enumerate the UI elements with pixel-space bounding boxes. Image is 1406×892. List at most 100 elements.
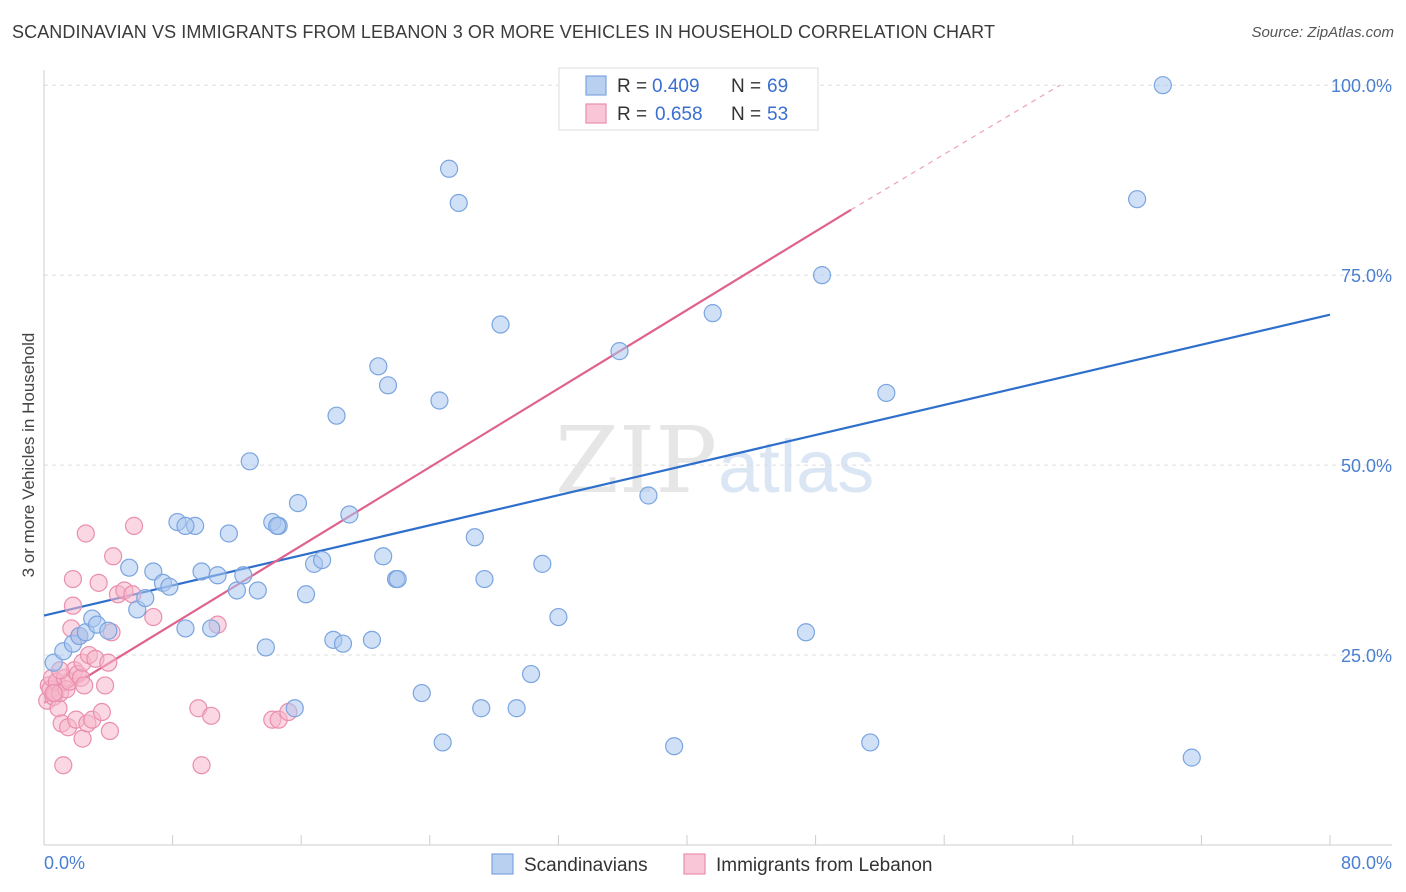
watermark: ZIP atlas — [555, 407, 874, 514]
scandinavian-point — [240, 452, 259, 471]
lebanon-point — [124, 516, 144, 535]
y-tick-label: 75.0% — [1341, 266, 1392, 286]
scandinavian-point — [176, 516, 195, 535]
scandinavian-point — [703, 304, 722, 323]
scandinavian-point — [378, 376, 398, 395]
lebanon-point — [76, 524, 95, 543]
scandinavian-point — [639, 486, 658, 505]
scandinavian-point — [388, 569, 407, 589]
y-tick-label: 50.0% — [1341, 456, 1392, 476]
scandinavian-point — [362, 630, 382, 649]
scandinavian-point — [475, 569, 494, 589]
scandinavian-point — [374, 547, 393, 566]
lebanon-point — [144, 607, 163, 627]
x-tick-label-min: 0.0% — [44, 853, 85, 873]
scandinavian-point — [192, 562, 211, 581]
lebanon-point — [89, 573, 108, 592]
scandinavian-point — [610, 342, 629, 361]
legend-n-label-1: N = — [731, 76, 761, 97]
scandinavian-point — [120, 558, 139, 577]
series-legend: Scandinavians Immigrants from Lebanon — [491, 853, 933, 876]
legend-r-value-2: 0.658 — [655, 104, 703, 125]
scandinavian-point — [234, 566, 253, 585]
bottom-legend-label-scandinavians: Scandinavians — [524, 855, 648, 876]
y-tick-label: 25.0% — [1341, 646, 1392, 666]
scandinavian-point — [333, 634, 353, 653]
scandinavian-point — [549, 607, 568, 627]
scandinavian-point — [208, 566, 227, 585]
y-tick-label: 100.0% — [1331, 76, 1392, 96]
legend-r-label-1: R = — [617, 76, 647, 97]
scandinavian-point — [491, 315, 510, 334]
scandinavian-point — [285, 699, 304, 718]
scandinavian-point — [327, 406, 346, 425]
scandinavian-point — [507, 699, 526, 718]
x-tick-label-max: 80.0% — [1341, 853, 1392, 873]
lebanon-point — [54, 756, 73, 775]
scandinavian-point — [99, 621, 118, 640]
scandinavian-point — [812, 266, 832, 285]
scandinavian-point — [796, 623, 816, 642]
data-points — [38, 76, 1201, 775]
bottom-legend-label-lebanon: Immigrants from Lebanon — [716, 855, 933, 876]
legend-n-label-2: N = — [731, 104, 761, 125]
scandinavian-point — [861, 733, 880, 752]
legend-r-value-1: 0.409 — [652, 76, 700, 97]
scandinavian-point — [256, 638, 275, 657]
scandinavian-point — [439, 159, 459, 178]
lebanon-point — [63, 596, 83, 615]
scandinavian-point — [219, 524, 238, 543]
scandinavian-point — [288, 493, 308, 513]
chart-title: SCANDINAVIAN VS IMMIGRANTS FROM LEBANON … — [12, 22, 996, 42]
correlation-legend: R = 0.409 N = 69 R = 0.658 N = 53 — [558, 67, 819, 131]
scandinavian-point — [533, 554, 552, 573]
lebanon-point — [202, 706, 221, 725]
lebanon-point — [49, 699, 68, 718]
lebanon-point — [192, 756, 211, 775]
scandinavian-point — [248, 581, 267, 600]
watermark-atlas: atlas — [718, 425, 874, 508]
scandinavian-point — [369, 357, 388, 376]
lebanon-point — [104, 547, 123, 566]
scandinavian-point — [160, 577, 179, 596]
lebanon-point — [100, 721, 120, 741]
scandinavian-point — [412, 683, 431, 703]
bottom-legend-swatch-lebanon — [683, 853, 706, 875]
scandinavian-point — [521, 664, 541, 684]
lebanon-point — [99, 653, 118, 672]
scandinavian-point — [465, 528, 484, 547]
bottom-legend-swatch-scandinavians — [491, 853, 514, 875]
lebanon-trend-line — [43, 208, 852, 704]
scandinavian-trend-line — [43, 313, 1331, 617]
scandinavian-point — [877, 383, 896, 403]
scandinavian-point — [433, 733, 452, 752]
scandinavian-point — [202, 619, 221, 638]
legend-swatch-scandinavians — [585, 75, 607, 96]
source-credit: Source: ZipAtlas.com — [1251, 24, 1394, 41]
watermark-zip: ZIP — [555, 407, 717, 514]
legend-n-value-1: 69 — [767, 76, 788, 97]
scandinavian-point — [1153, 76, 1172, 95]
legend-r-label-2: R = — [617, 104, 647, 125]
trend-lines — [43, 84, 1331, 704]
grid: 25.0% 50.0% 75.0% 100.0% — [44, 76, 1392, 666]
scandinavian-point — [1127, 190, 1147, 209]
lebanon-point — [75, 676, 94, 695]
scandinavian-point — [449, 193, 468, 213]
scandinavian-point — [665, 737, 684, 756]
lebanon-point — [44, 683, 63, 703]
lebanon-point — [63, 569, 83, 589]
scandinavian-point — [340, 505, 359, 524]
scandinavian-point — [296, 585, 316, 604]
y-axis-label: 3 or more Vehicles in Household — [19, 333, 38, 578]
legend-n-value-2: 53 — [767, 104, 788, 125]
scandinavian-point — [176, 619, 195, 638]
scandinavian-point — [267, 516, 287, 535]
legend-swatch-lebanon — [585, 103, 607, 124]
scandinavian-point — [1182, 748, 1201, 767]
lebanon-point — [92, 702, 111, 722]
scandinavian-point — [227, 581, 246, 600]
scandinavian-point — [472, 699, 491, 718]
scandinavian-point — [136, 588, 155, 608]
